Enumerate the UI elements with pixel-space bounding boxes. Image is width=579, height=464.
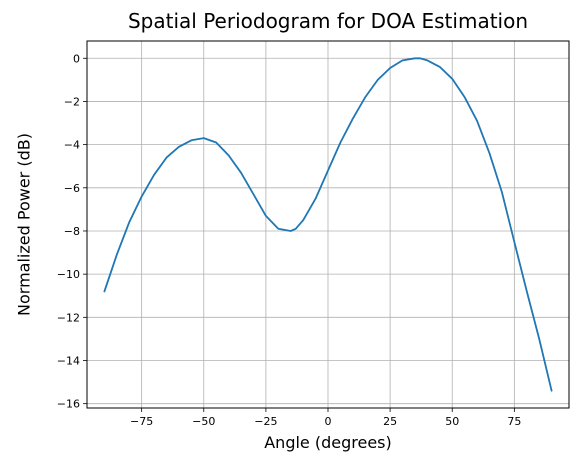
grid — [87, 41, 569, 408]
y-tick-label: 0 — [73, 52, 80, 65]
y-tick-label: −12 — [57, 311, 80, 324]
x-tick-label: 25 — [383, 415, 397, 428]
chart-title: Spatial Periodogram for DOA Estimation — [128, 9, 528, 33]
y-tick-label: −6 — [64, 182, 80, 195]
y-axis: 0 −2 −4 −6 −8 −10 −12 −14 −16 — [57, 52, 87, 411]
y-tick-label: −4 — [64, 139, 80, 152]
x-axis-label: Angle (degrees) — [264, 433, 392, 452]
plot-area — [103, 57, 553, 392]
x-tick-label: 0 — [325, 415, 332, 428]
x-tick-label: −50 — [192, 415, 215, 428]
y-tick-label: −8 — [64, 225, 80, 238]
series-line — [103, 57, 553, 392]
y-tick-label: −2 — [64, 95, 80, 108]
x-axis: −75 −50 −25 0 25 50 75 — [130, 408, 521, 428]
x-tick-label: 50 — [445, 415, 459, 428]
x-tick-label: −75 — [130, 415, 153, 428]
y-tick-label: −16 — [57, 398, 80, 411]
y-tick-label: −10 — [57, 268, 80, 281]
x-tick-label: 75 — [507, 415, 521, 428]
y-tick-label: −14 — [57, 355, 80, 368]
x-tick-label: −25 — [254, 415, 277, 428]
y-axis-label: Normalized Power (dB) — [15, 133, 34, 316]
